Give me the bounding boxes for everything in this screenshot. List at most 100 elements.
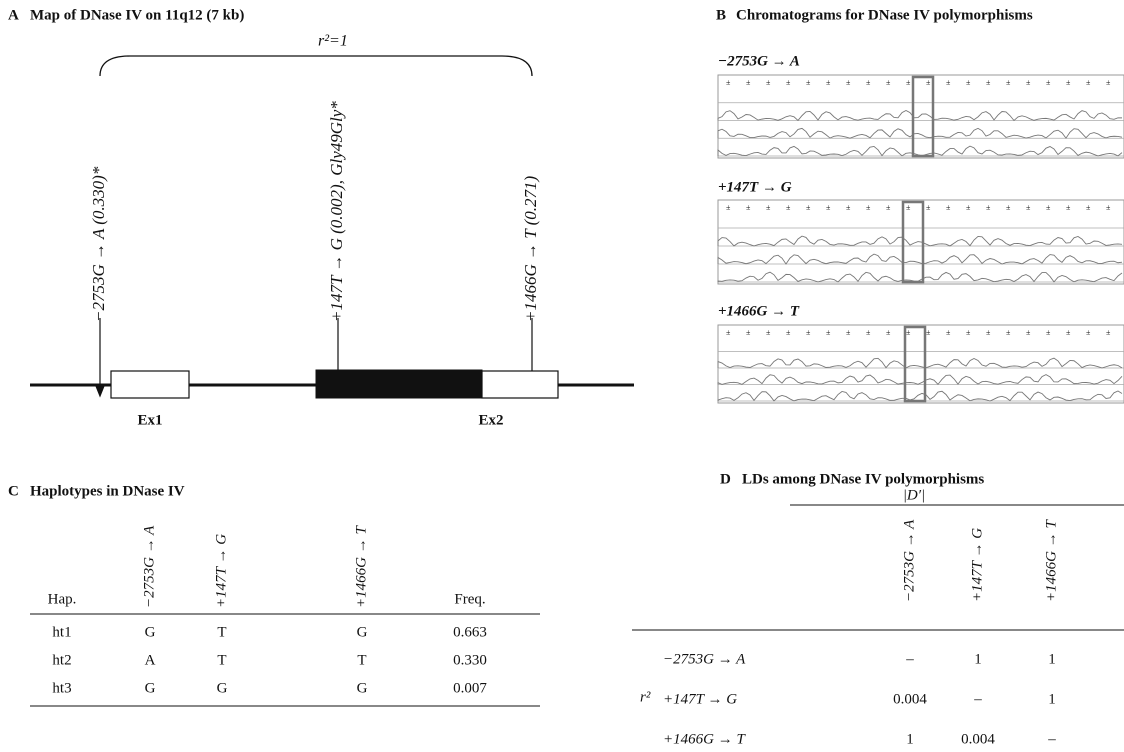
- panel-title: Haplotypes in DNase IV: [30, 483, 185, 499]
- cell: 0.663: [453, 624, 487, 640]
- panel-title: Map of DNase IV on 11q12 (7 kb): [30, 7, 244, 23]
- cell: 0.004: [961, 731, 995, 747]
- chromatogram-frame: [718, 75, 1124, 158]
- cell: ht3: [52, 680, 71, 696]
- panel-title: LDs among DNase IV polymorphisms: [742, 471, 984, 487]
- base-call: ±: [806, 328, 811, 337]
- column-header: −2753G → A: [141, 525, 157, 608]
- variant-label: −2753G → A (0.330)*: [89, 166, 108, 322]
- base-call: ±: [746, 328, 751, 337]
- base-call: ±: [946, 78, 951, 87]
- exon-label: Ex1: [137, 412, 162, 428]
- base-call: ±: [1066, 78, 1071, 87]
- chromatogram-label: +1466G → T: [718, 303, 800, 319]
- base-call: ±: [846, 78, 851, 87]
- base-call: ±: [766, 203, 771, 212]
- row-label: −2753G → A: [663, 651, 746, 667]
- chromatogram-label: −2753G → A: [718, 53, 800, 69]
- ld-table: −2753G → A +147T → G +1466G → T −2753G → A –…: [663, 519, 1059, 748]
- chromatogram-frame: [718, 325, 1124, 403]
- base-call: ±: [1046, 328, 1051, 337]
- base-call: ±: [926, 203, 931, 212]
- cell: 0.330: [453, 652, 487, 668]
- base-call: ±: [826, 78, 831, 87]
- cell: 1: [1048, 691, 1056, 707]
- row-label: +147T → G: [663, 691, 737, 707]
- column-header: +1466G → T: [353, 525, 369, 608]
- base-call: ±: [906, 78, 911, 87]
- column-header: Hap.: [48, 591, 77, 607]
- base-call: ±: [906, 328, 911, 337]
- base-call: ±: [786, 328, 791, 337]
- base-call: ±: [1006, 203, 1011, 212]
- base-call: ±: [746, 78, 751, 87]
- cell: G: [357, 680, 368, 696]
- exon-box: [482, 371, 558, 398]
- base-call: ±: [1026, 78, 1031, 87]
- panel-label: C: [8, 483, 19, 499]
- base-call: ±: [1046, 203, 1051, 212]
- base-call: ±: [866, 328, 871, 337]
- upper-label: |D′|: [903, 487, 925, 503]
- lower-label: r²: [640, 689, 651, 705]
- panel-label: B: [716, 7, 726, 23]
- base-call: ±: [1026, 328, 1031, 337]
- base-call: ±: [1106, 328, 1111, 337]
- base-call: ±: [766, 328, 771, 337]
- cell: G: [145, 624, 156, 640]
- base-call: ±: [906, 203, 911, 212]
- base-call: ±: [1066, 203, 1071, 212]
- cell: 1: [906, 731, 914, 747]
- figure: A Map of DNase IV on 11q12 (7 kb) r²=1 −…: [0, 0, 1124, 752]
- base-call: ±: [806, 78, 811, 87]
- column-header: +1466G → T: [1043, 519, 1059, 602]
- brace: [100, 56, 532, 76]
- base-call: ±: [946, 328, 951, 337]
- exon-coding: [316, 370, 482, 398]
- base-call: ±: [966, 328, 971, 337]
- cell: 1: [974, 651, 982, 667]
- base-call: ±: [806, 203, 811, 212]
- base-call: ±: [986, 78, 991, 87]
- base-call: ±: [766, 78, 771, 87]
- variant-label: +147T → G (0.002), Gly49Gly*: [327, 101, 346, 322]
- base-call: ±: [746, 203, 751, 212]
- column-header: −2753G → A: [901, 519, 917, 602]
- base-call: ±: [1066, 328, 1071, 337]
- base-call: ±: [926, 78, 931, 87]
- base-call: ±: [726, 328, 731, 337]
- base-call: ±: [846, 203, 851, 212]
- cell: G: [217, 680, 228, 696]
- base-call: ±: [1086, 328, 1091, 337]
- cell: –: [1047, 731, 1056, 747]
- panel-title: Chromatograms for DNase IV polymorphisms: [736, 7, 1033, 23]
- r2-label: r²=1: [318, 33, 348, 50]
- cell: 0.007: [453, 680, 487, 696]
- cell: G: [357, 624, 368, 640]
- base-call: ±: [1046, 78, 1051, 87]
- column-header: +147T → G: [969, 528, 985, 602]
- panel-label: A: [8, 7, 19, 23]
- base-call: ±: [1006, 78, 1011, 87]
- base-call: ±: [1106, 78, 1111, 87]
- cell: ht2: [52, 652, 71, 668]
- base-call: ±: [886, 328, 891, 337]
- base-call: ±: [1086, 78, 1091, 87]
- base-call: ±: [826, 203, 831, 212]
- base-call: ±: [786, 203, 791, 212]
- base-call: ±: [1086, 203, 1091, 212]
- base-call: ±: [886, 203, 891, 212]
- base-call: ±: [926, 328, 931, 337]
- variant-label: +1466G → T (0.271): [521, 175, 540, 322]
- cell: T: [217, 624, 226, 640]
- chromatograms: ± ± ± ± ± ± ± ± ± ± ± ± ± ± ± ± ± ± ± ± ± ± ± ± ± ± ± ± ± ± ± ± ± ± ± ± ± ± ± ±…: [718, 75, 1124, 403]
- chromatogram-label: +147T → G: [718, 179, 792, 195]
- panel-label: D: [720, 471, 731, 487]
- cell: 1: [1048, 651, 1056, 667]
- base-call: ±: [1106, 203, 1111, 212]
- cell: ht1: [52, 624, 71, 640]
- base-call: ±: [726, 78, 731, 87]
- base-call: ±: [846, 328, 851, 337]
- base-call: ±: [966, 203, 971, 212]
